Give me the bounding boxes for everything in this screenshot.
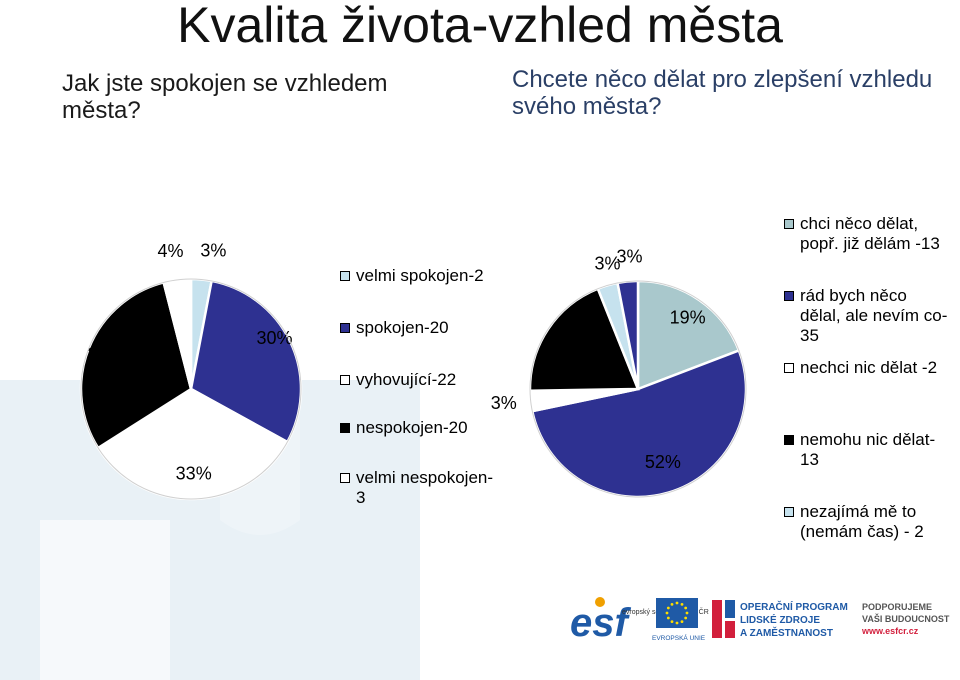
legend-item-want-to-do: chci něco dělat, popř. již dělám -13	[784, 214, 950, 254]
legend-swatch	[340, 375, 350, 385]
legend-label: nechci nic dělat -2	[800, 358, 938, 377]
legend-swatch	[340, 323, 350, 333]
legend-swatch	[784, 435, 794, 445]
legend-item-very-dissatisfied: velmi nespokojen-3	[340, 468, 496, 508]
support-line1: PODPORUJEME	[862, 602, 932, 612]
eu-star	[684, 606, 688, 610]
page-title: Kvalita života-vzhled města	[177, 0, 783, 53]
eu-star	[675, 601, 679, 605]
pie2-outline	[529, 280, 747, 498]
legend-label: velmi spokojen-2	[356, 266, 484, 285]
legend-swatch	[340, 473, 350, 483]
eu-star	[680, 602, 684, 606]
support-url: www.esfcr.cz	[861, 626, 919, 636]
legend-swatch	[340, 423, 350, 433]
pie2-label-2: 3%	[491, 393, 517, 413]
pie2-label-4: 3%	[594, 253, 620, 273]
legend-item-not-interested: nezajímá mě to (nemám čas) - 2	[784, 502, 950, 542]
legend-item-would-like: rád bych něco dělal, ale nevím co- 35	[784, 286, 950, 346]
legend-label: nemohu nic dělat-13	[800, 430, 936, 469]
eu-label: EVROPSKÁ UNIE	[652, 633, 706, 642]
pie1-label-0: 3%	[200, 240, 226, 260]
legend-label: rád bych něco dělal, ale nevím co- 35	[800, 286, 948, 345]
legend-label: chci něco dělat, popř. již dělám -13	[800, 214, 940, 253]
pie1-label-3: 30%	[87, 345, 123, 365]
pie1-label-4: 4%	[157, 241, 183, 261]
eu-star	[680, 620, 684, 624]
question-right: Chcete něco dělat pro zlepšení vzhledu s…	[512, 66, 933, 120]
op-line1: OPERAČNÍ PROGRAM	[740, 600, 848, 613]
legend-label: spokojen-20	[356, 318, 449, 337]
pie1-label-1: 30%	[256, 328, 292, 348]
footer-logos: esf evropský sociální fond v ČR EVROPSKÁ…	[570, 597, 950, 644]
legend-label: nezajímá mě to (nemám čas) - 2	[800, 502, 924, 541]
legend-item-very-satisfied: velmi spokojen-2	[340, 266, 496, 286]
legend-item-acceptable: vyhovující-22	[340, 370, 496, 390]
support-line2: VAŠI BUDOUCNOST	[862, 613, 950, 624]
legend-swatch	[784, 507, 794, 517]
eu-star	[685, 611, 689, 615]
esf-logo-text: esf	[570, 601, 631, 644]
legend-item-cannot: nemohu nic dělat-13	[784, 430, 950, 470]
eu-flag-logo: EVROPSKÁ UNIE	[652, 598, 706, 642]
eu-star	[666, 606, 670, 610]
legend-item-satisfied: spokojen-20	[340, 318, 496, 338]
legend-swatch	[784, 291, 794, 301]
legend-label: vyhovující-22	[356, 370, 457, 389]
eu-star	[666, 616, 670, 620]
pie2-label-5: 3%	[616, 247, 642, 267]
eu-star	[684, 616, 688, 620]
legend-label: velmi nespokojen-3	[356, 468, 494, 507]
pie2-label-0: 19%	[670, 307, 706, 327]
legend-item-dont-want: nechci nic dělat -2	[784, 358, 950, 378]
legend-swatch	[784, 363, 794, 373]
legend-swatch	[784, 219, 794, 229]
op-line2: LIDSKÉ ZDROJE	[740, 613, 820, 626]
eu-star	[670, 620, 674, 624]
pie1-label-2: 33%	[176, 464, 212, 484]
op-line3: A ZAMĚSTNANOST	[740, 626, 833, 639]
pie2-label-1: 52%	[645, 452, 681, 472]
legend-label: nespokojen-20	[356, 418, 468, 437]
eu-star	[670, 602, 674, 606]
eu-star	[665, 611, 669, 615]
pie1-outline	[80, 278, 302, 500]
legend-swatch	[340, 271, 350, 281]
op-logo: OPERAČNÍ PROGRAM LIDSKÉ ZDROJE A ZAMĚSTN…	[712, 600, 848, 639]
support-logo: PODPORUJEME VAŠI BUDOUCNOST www.esfcr.cz	[861, 602, 950, 636]
pie2-label-3: 19%	[549, 329, 585, 349]
legend-item-dissatisfied: nespokojen-20	[340, 418, 476, 438]
question-left: Jak jste spokojen se vzhledem města?	[62, 70, 388, 124]
eu-star	[675, 621, 679, 625]
